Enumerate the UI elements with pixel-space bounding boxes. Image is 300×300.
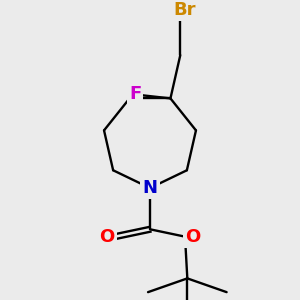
- Text: Br: Br: [173, 1, 196, 19]
- Text: O: O: [186, 228, 201, 246]
- Text: F: F: [129, 85, 141, 103]
- Text: N: N: [142, 179, 158, 197]
- Text: O: O: [99, 228, 114, 246]
